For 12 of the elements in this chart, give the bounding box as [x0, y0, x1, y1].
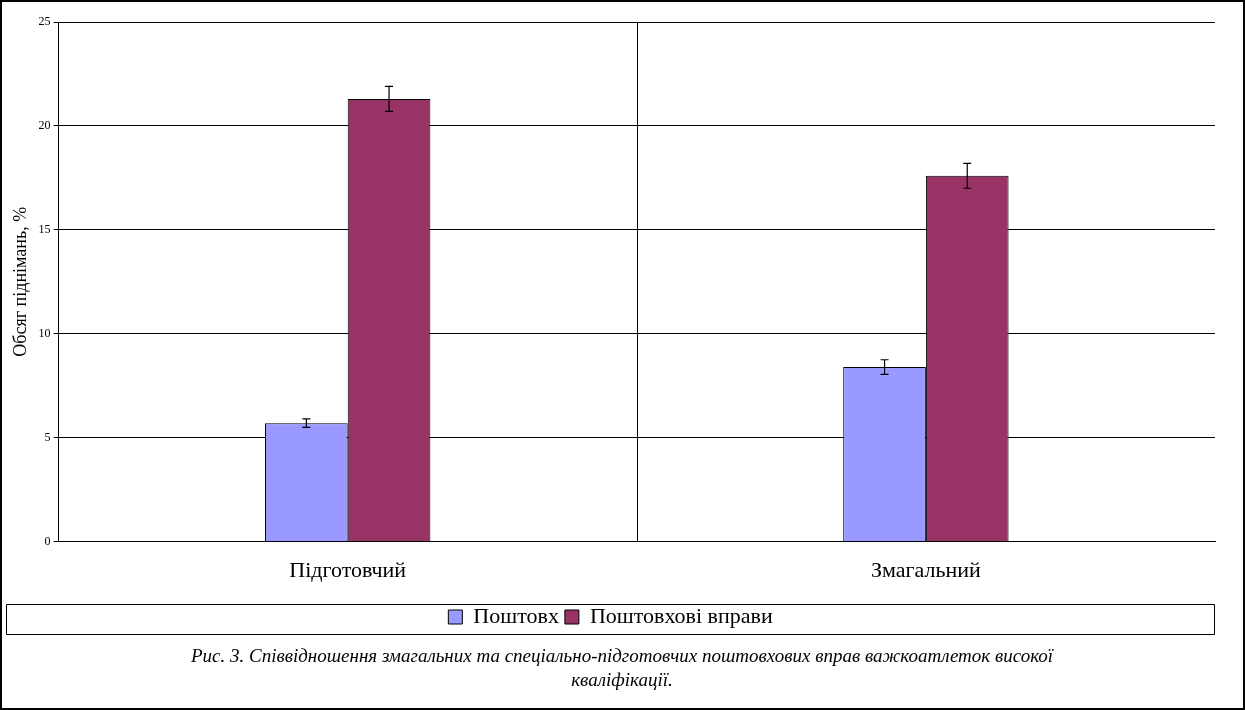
x-tick-label: Змагальний: [870, 556, 982, 582]
x-tick-label: Підготовчий: [289, 556, 407, 582]
y-axis-title: Обсяг піднімань, %: [9, 206, 30, 357]
y-tick-label: 25: [38, 14, 51, 29]
y-tick-label: 5: [44, 429, 51, 444]
text: Рис. 3. Співвідношення змагальних та спеціально-підготовчих поштовхових вправ важкоатлеток високої кваліфікації.: [189, 644, 1055, 692]
legend-label: Поштовхові вправи: [589, 602, 773, 628]
legend-label: Поштовх: [473, 602, 559, 628]
y-tick-label: 10: [38, 325, 51, 340]
y-tick-label: 20: [38, 118, 51, 133]
y-tick-label: 0: [44, 533, 51, 548]
y-tick-label: 15: [38, 222, 51, 236]
